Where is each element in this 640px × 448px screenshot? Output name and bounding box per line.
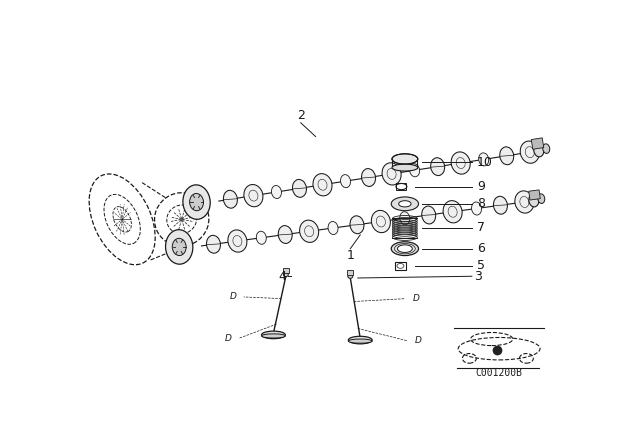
- Text: D: D: [412, 294, 419, 303]
- Ellipse shape: [223, 190, 237, 208]
- Ellipse shape: [397, 245, 412, 253]
- Ellipse shape: [362, 168, 376, 186]
- Ellipse shape: [340, 175, 351, 188]
- Bar: [529, 190, 540, 200]
- Ellipse shape: [515, 191, 534, 213]
- Text: 7: 7: [477, 221, 485, 234]
- Bar: [531, 138, 544, 149]
- Ellipse shape: [228, 230, 247, 252]
- Ellipse shape: [350, 216, 364, 234]
- Ellipse shape: [284, 272, 289, 276]
- Ellipse shape: [278, 226, 292, 243]
- Ellipse shape: [529, 194, 539, 207]
- Bar: [396, 183, 406, 190]
- Ellipse shape: [313, 174, 332, 196]
- Ellipse shape: [348, 336, 372, 344]
- Ellipse shape: [262, 334, 285, 338]
- Ellipse shape: [166, 230, 193, 264]
- Ellipse shape: [451, 152, 470, 174]
- Text: 2: 2: [297, 109, 305, 122]
- Bar: [283, 268, 289, 273]
- Ellipse shape: [410, 164, 420, 177]
- Ellipse shape: [189, 194, 204, 211]
- Ellipse shape: [431, 158, 445, 176]
- Ellipse shape: [392, 164, 418, 171]
- Ellipse shape: [399, 201, 411, 207]
- Ellipse shape: [256, 231, 266, 244]
- Ellipse shape: [391, 242, 419, 255]
- Text: 6: 6: [477, 242, 484, 255]
- Text: 8: 8: [477, 197, 485, 210]
- Ellipse shape: [520, 141, 540, 163]
- Ellipse shape: [348, 339, 372, 343]
- Ellipse shape: [422, 206, 436, 224]
- Ellipse shape: [479, 153, 489, 166]
- Text: D: D: [225, 334, 231, 343]
- Text: 10: 10: [477, 156, 493, 169]
- Ellipse shape: [328, 221, 338, 235]
- Ellipse shape: [207, 235, 220, 253]
- Text: 3: 3: [474, 270, 482, 283]
- Text: 4: 4: [278, 270, 286, 283]
- Ellipse shape: [244, 185, 263, 207]
- Ellipse shape: [400, 212, 410, 225]
- Ellipse shape: [371, 211, 390, 233]
- Bar: [348, 270, 353, 275]
- Ellipse shape: [183, 185, 210, 220]
- Ellipse shape: [534, 144, 544, 157]
- Text: 9: 9: [477, 180, 484, 193]
- Ellipse shape: [172, 238, 186, 255]
- Ellipse shape: [300, 220, 319, 242]
- Ellipse shape: [443, 201, 462, 223]
- Ellipse shape: [472, 202, 481, 215]
- Text: 1: 1: [346, 249, 355, 262]
- Bar: [395, 262, 406, 270]
- Ellipse shape: [500, 147, 514, 165]
- Text: D: D: [229, 293, 236, 302]
- Text: C001200B: C001200B: [476, 368, 523, 378]
- Ellipse shape: [382, 163, 401, 185]
- Ellipse shape: [392, 154, 418, 164]
- Ellipse shape: [538, 194, 545, 203]
- Text: D: D: [415, 336, 422, 345]
- Ellipse shape: [271, 185, 282, 198]
- Ellipse shape: [348, 274, 353, 278]
- Text: 5: 5: [477, 259, 485, 272]
- Ellipse shape: [493, 196, 508, 214]
- Ellipse shape: [391, 197, 419, 211]
- Ellipse shape: [543, 144, 550, 153]
- Ellipse shape: [262, 331, 285, 339]
- Ellipse shape: [292, 180, 307, 197]
